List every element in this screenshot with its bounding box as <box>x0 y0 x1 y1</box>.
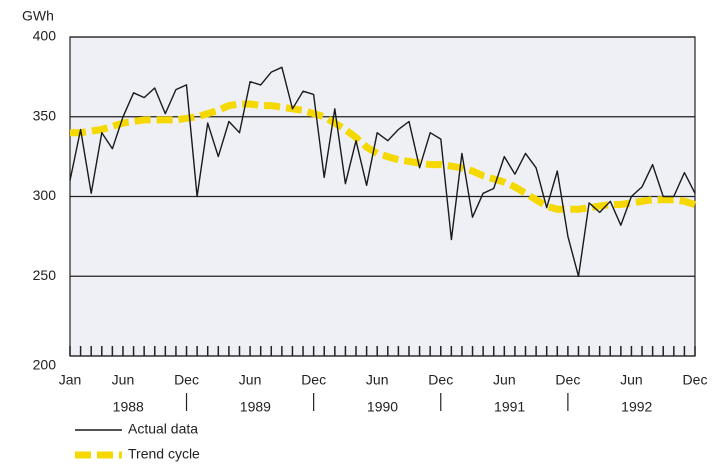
x-tick-label: Dec <box>428 372 453 388</box>
year-label: 1988 <box>113 399 144 415</box>
x-tick-label: Jun <box>239 372 262 388</box>
y-tick-label: 300 <box>33 187 57 203</box>
series-line <box>69 66 696 277</box>
x-tick-label: Dec <box>174 372 199 388</box>
y-tick-label: 350 <box>33 107 57 123</box>
legend-label: Actual data <box>128 421 198 437</box>
x-tick-label: Dec <box>555 372 580 388</box>
year-label: 1992 <box>621 399 652 415</box>
y-tick-label: 250 <box>33 267 57 283</box>
year-label: 1990 <box>367 399 398 415</box>
year-label: 1989 <box>240 399 271 415</box>
x-tick-label: Jun <box>493 372 516 388</box>
x-tick-label: Jun <box>366 372 389 388</box>
x-tick-label: Jun <box>112 372 135 388</box>
year-label: 1991 <box>494 399 525 415</box>
x-tick-label: Jun <box>620 372 643 388</box>
y-axis-label: GWh <box>22 8 54 24</box>
x-tick-label: Dec <box>301 372 326 388</box>
x-tick-label: Jan <box>59 372 82 388</box>
y-tick-label: 400 <box>33 28 57 44</box>
x-tick-label: Dec <box>683 372 708 388</box>
legend-label: Trend cycle <box>128 446 200 462</box>
y-tick-label: 200 <box>33 357 57 373</box>
